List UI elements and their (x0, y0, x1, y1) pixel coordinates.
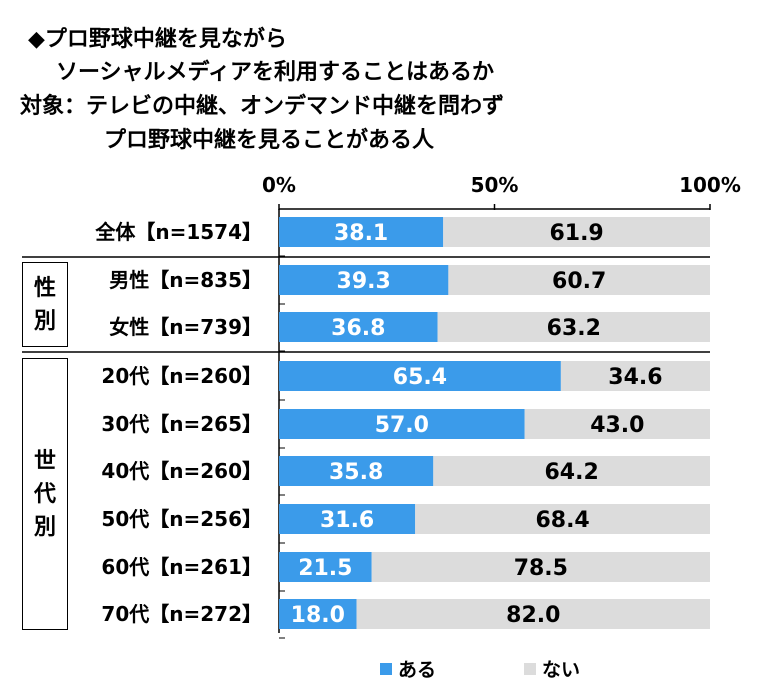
legend-label-nai: ない (542, 659, 581, 681)
x-tick-label: 100% (679, 173, 741, 197)
data-label-aru: 38.1 (334, 221, 388, 246)
data-label-aru: 36.8 (331, 316, 385, 341)
data-label-nai: 60.7 (552, 269, 606, 294)
data-label-aru: 35.8 (329, 460, 383, 485)
bar-aru (279, 504, 416, 534)
data-label-aru: 31.6 (320, 508, 374, 533)
bar-nai (448, 265, 710, 295)
bar-aru (279, 456, 434, 486)
bar-aru (279, 312, 438, 342)
bar-nai (524, 409, 710, 439)
data-label-nai: 68.4 (535, 508, 589, 533)
data-label-nai: 63.2 (547, 316, 601, 341)
group-box-gender: 性 別 (22, 262, 68, 347)
data-label-aru: 21.5 (298, 556, 352, 581)
data-label-nai: 78.5 (514, 556, 568, 581)
category-label: 女性【n=739】 (109, 315, 262, 339)
chart-subject-line-2: プロ野球中継を見ることがある人 (104, 128, 435, 153)
group-box-generation: 世 代 別 (22, 358, 68, 630)
data-label-aru: 65.4 (393, 365, 447, 390)
category-label: 全体【n=1574】 (94, 220, 262, 244)
group-label-generation-3: 別 (33, 514, 56, 540)
bar-aru (279, 409, 525, 439)
bar-aru (279, 599, 357, 629)
category-label: 60代【n=261】 (101, 555, 262, 579)
bar-aru (279, 265, 449, 295)
group-label-generation-2: 代 (33, 481, 56, 507)
bar-nai (560, 361, 710, 391)
group-label-generation-1: 世 (33, 448, 56, 474)
group-label-gender-2: 別 (33, 308, 56, 334)
legend-swatch-nai (524, 662, 536, 675)
bar-nai (437, 312, 710, 342)
data-label-nai: 82.0 (506, 603, 560, 628)
data-label-aru: 57.0 (375, 413, 429, 438)
x-tick-label: 50% (471, 173, 519, 197)
category-label: 30代【n=265】 (101, 412, 262, 436)
legend-label-aru: ある (398, 659, 437, 681)
category-label: 男性【n=835】 (109, 268, 262, 292)
bar-nai (415, 504, 710, 534)
category-label: 50代【n=256】 (101, 507, 262, 531)
data-label-aru: 18.0 (291, 603, 345, 628)
x-tick-label: 0% (262, 173, 296, 197)
group-label-gender-1: 性 (33, 275, 56, 301)
bar-aru (279, 217, 444, 247)
legend-swatch-aru (380, 662, 392, 675)
category-label: 20代【n=260】 (101, 364, 262, 388)
legend-item-aru: ある (380, 655, 436, 682)
category-label: 40代【n=260】 (101, 459, 262, 483)
category-label: 70代【n=272】 (101, 602, 262, 626)
bar-nai (433, 456, 710, 486)
data-label-nai: 43.0 (590, 413, 644, 438)
data-label-aru: 39.3 (337, 269, 391, 294)
data-label-nai: 61.9 (549, 221, 603, 246)
chart-title-line-1: ◆プロ野球中継を見ながら (28, 27, 287, 52)
bar-nai (371, 552, 710, 582)
bar-nai (356, 599, 710, 629)
legend-item-nai: ない (524, 655, 580, 682)
data-label-nai: 34.6 (608, 365, 662, 390)
bar-aru (279, 361, 561, 391)
chart-title-line-2: ソーシャルメディアを利用することはあるか (56, 60, 495, 85)
bar-nai (443, 217, 710, 247)
bar-aru (279, 552, 372, 582)
data-label-nai: 64.2 (545, 460, 599, 485)
chart-subject-line-1: 対象：テレビの中継、オンデマンド中継を問わず (20, 94, 505, 119)
